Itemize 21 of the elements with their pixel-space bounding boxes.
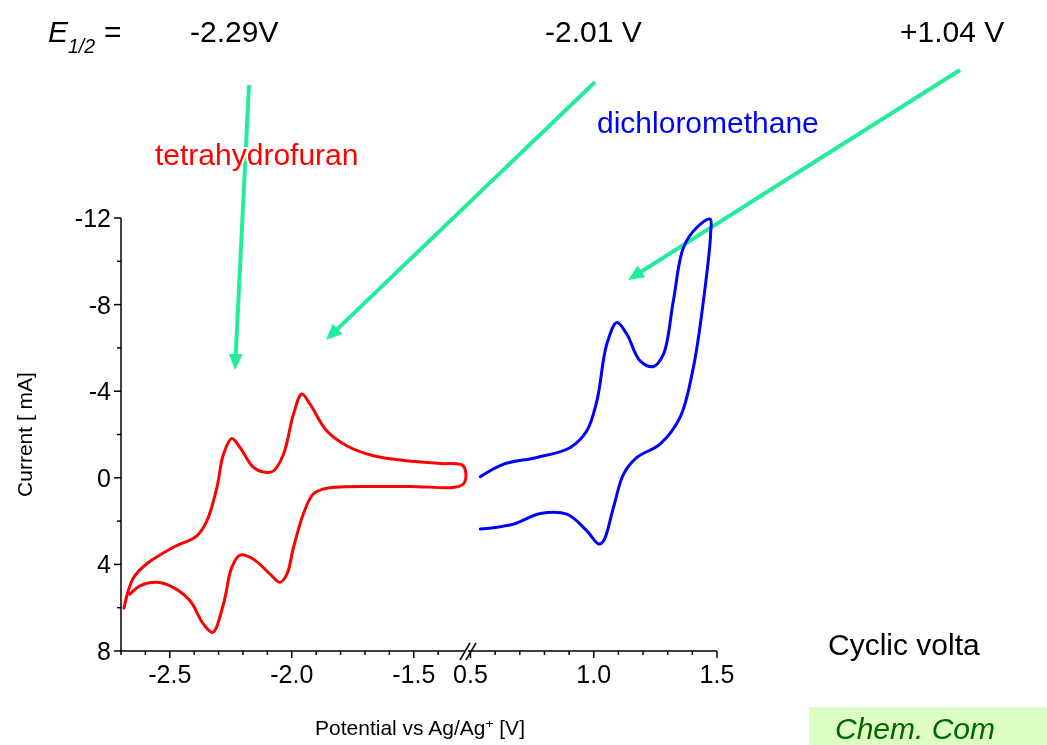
y-tick-label: -8 [88, 290, 111, 319]
x-tick-label: -2.5 [148, 660, 192, 688]
text: Chem. Com [835, 712, 996, 745]
x-tick-label: -2.0 [270, 660, 314, 688]
text: Cyclic volta [828, 628, 981, 661]
y-tick-label: 0 [97, 463, 111, 492]
x-axis-title: Potential vs Ag/Ag$^{+}$ [V] [315, 715, 525, 739]
y-tick-label: 8 [97, 637, 111, 665]
x-tick-label: 1.5 [699, 660, 735, 688]
y-tick-label: -4 [88, 377, 112, 406]
text: dichloromethane [597, 106, 819, 139]
y-tick-label: -12 [74, 204, 111, 232]
x-tick-label: -1.5 [392, 660, 436, 688]
text: -2.29V [190, 15, 279, 48]
text: +1.04 V [900, 15, 1005, 48]
x-tick-label: 1.0 [576, 660, 612, 688]
x-tick-label: 0.5 [453, 660, 488, 688]
text: -2.01 V [545, 15, 642, 48]
text: E$_{1/2}$ = [48, 15, 121, 57]
y-tick-label: 4 [97, 550, 112, 579]
y-axis-title: Current [ mA] [13, 372, 36, 497]
